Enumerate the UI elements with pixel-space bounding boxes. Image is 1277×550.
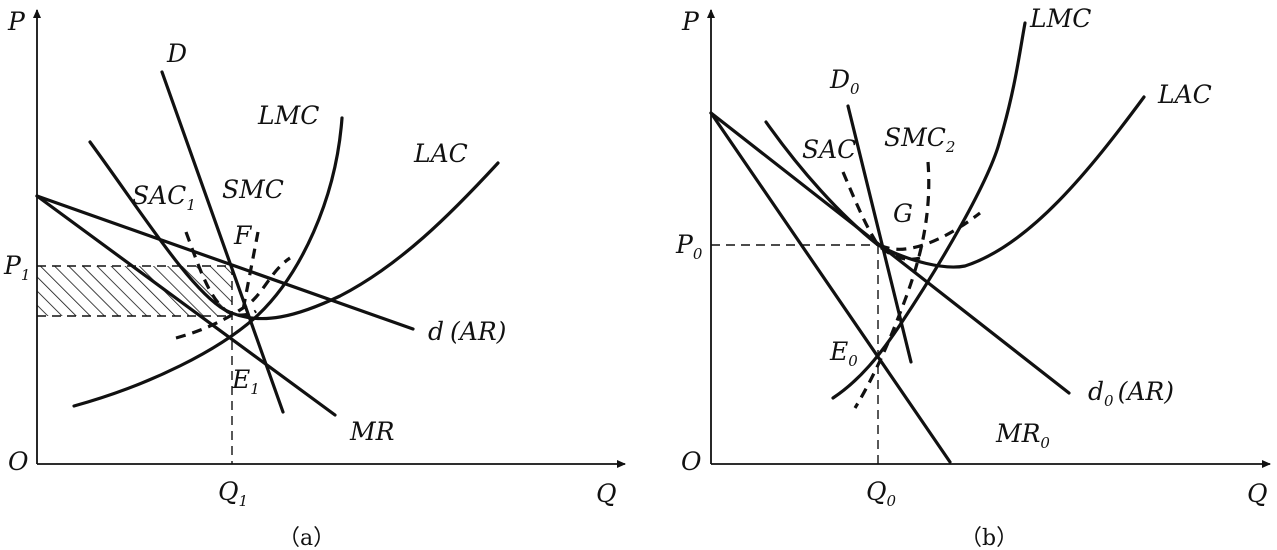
panel-b-lmc-label: LMC bbox=[1029, 4, 1091, 33]
panel-b-point-g-label: G bbox=[893, 199, 913, 228]
panel-b-origin-label: O bbox=[681, 447, 702, 476]
panel-a-origin-label: O bbox=[8, 447, 29, 476]
panel-a-lmc-label: LMC bbox=[257, 101, 319, 130]
panel-a-caption: （a） bbox=[278, 526, 335, 550]
panel-a-lmc-curve bbox=[72, 116, 344, 408]
panel-a-x-axis-label: Q bbox=[596, 479, 617, 508]
panel-a-ar-label: d (AR) bbox=[428, 317, 506, 346]
panel-b-demand-label: D0 bbox=[829, 65, 860, 98]
panel-a-smc-curve bbox=[175, 256, 291, 340]
panel-b: P Q O P0 Q0 LMC LAC D0 SAC SMC2 G E0 d0(… bbox=[675, 4, 1271, 550]
panel-b-smc-upper-curve bbox=[879, 211, 981, 251]
panel-a-mr-label: MR bbox=[349, 417, 394, 446]
panel-a-mr-curve bbox=[35, 194, 337, 417]
panel-a-lac-label: LAC bbox=[413, 139, 468, 168]
panel-a-y-axis-label: P bbox=[7, 7, 26, 36]
panel-b-mr-curve bbox=[709, 111, 952, 464]
panel-a: P Q O P1 Q1 D LMC LAC SMC SAC1 F E1 d (AR… bbox=[3, 7, 626, 550]
panel-a-sac-curve bbox=[184, 231, 257, 317]
panel-b-smc-label: SMC2 bbox=[884, 123, 955, 156]
panel-a-price-label: P1 bbox=[3, 251, 30, 284]
panel-b-lmc-curve bbox=[831, 21, 1027, 400]
panel-b-y-axis-label: P bbox=[681, 7, 700, 36]
panel-b-smc-curve bbox=[853, 161, 931, 409]
panel-b-quantity-label: Q0 bbox=[866, 477, 897, 510]
panel-a-point-f-label: F bbox=[233, 221, 253, 250]
panel-b-sac-label: SAC bbox=[802, 135, 856, 164]
panel-a-point-e-label: E1 bbox=[231, 365, 260, 398]
panel-b-lac-label: LAC bbox=[1157, 80, 1212, 109]
panel-a-lac-curve bbox=[88, 140, 500, 321]
panel-b-demand-curve bbox=[846, 104, 913, 364]
panel-a-profit-area bbox=[37, 266, 232, 316]
panel-b-ar-curve bbox=[709, 111, 1071, 395]
panel-a-ar-curve bbox=[35, 194, 415, 331]
panel-a-demand-label: D bbox=[166, 39, 187, 68]
panel-a-demand-curve bbox=[160, 70, 285, 414]
panel-a-smc-short-curve bbox=[241, 231, 260, 311]
panel-b-sac-curve bbox=[841, 171, 921, 261]
panel-b-lac-curve bbox=[764, 95, 1146, 269]
panel-b-ar-label: d0 (AR) bbox=[1088, 377, 1174, 410]
panel-a-sac-label: SAC1 bbox=[132, 181, 196, 214]
panel-a-smc-label: SMC bbox=[222, 175, 284, 204]
panel-b-mr-label: MR0 bbox=[995, 419, 1050, 452]
panel-a-quantity-label: Q1 bbox=[218, 477, 248, 510]
panel-b-x-axis-label: Q bbox=[1247, 479, 1268, 508]
panel-b-caption: （b） bbox=[960, 526, 1018, 550]
panel-b-point-e-label: E0 bbox=[829, 337, 858, 370]
panel-b-price-label: P0 bbox=[675, 230, 703, 263]
